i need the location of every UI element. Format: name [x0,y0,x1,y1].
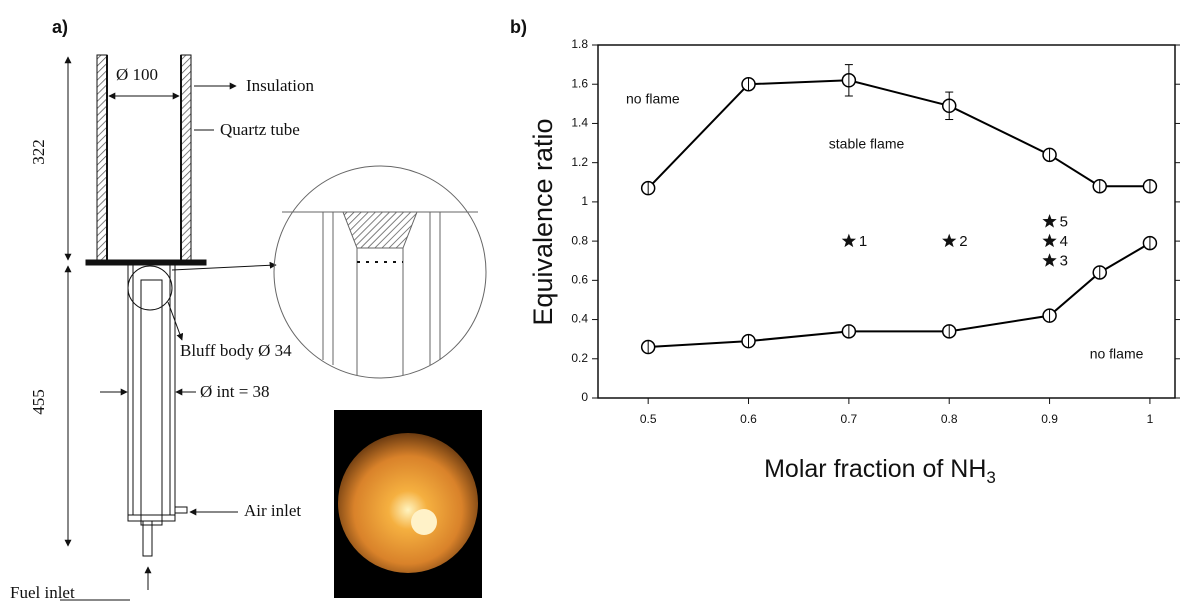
region-label: no flame [626,91,680,107]
x-tick-label: 0.9 [1041,412,1058,426]
operating-point [1042,253,1057,267]
operating-point-label: 5 [1060,213,1068,230]
arrow [171,261,277,271]
x-tick-label: 0.6 [740,412,757,426]
y-tick-label: 1.6 [571,76,588,90]
insulation-wall [180,54,192,263]
operating-point-label: 2 [959,233,967,250]
series-line [648,242,1151,349]
part-label: Fuel inlet [10,583,75,601]
x-tick-label: 0.5 [640,412,657,426]
base-plate [85,259,207,266]
y-tick-label: 1 [581,194,588,208]
arrow [167,301,184,341]
x-axis-label: Molar fraction of NH3 [764,455,996,488]
operating-point [841,233,857,248]
panel-a [60,54,487,601]
y-tick-label: 0.4 [571,312,588,326]
part-label: Insulation [246,76,314,95]
x-tick-label: 1 [1147,412,1154,426]
y-tick-label: 0.6 [571,273,588,287]
photo-center [411,509,437,535]
insulation-wall [96,54,108,263]
dimension-label: Ø 100 [116,65,158,84]
y-tick-label: 0.2 [571,351,588,365]
region-label: no flame [1090,346,1144,362]
panel-label: a) [52,17,68,37]
x-axis-label-main: Molar fraction of NH [764,455,986,483]
part-label: Air inlet [244,501,301,520]
plot-frame [597,44,1176,399]
region-label: stable flame [829,136,905,152]
photo-flame [338,433,478,573]
part-label: Bluff body Ø 34 [180,341,292,360]
operating-point [1042,214,1057,228]
operating-point [942,233,957,248]
panel-a-labels: a) Ø 100 Insulation Quartz tube 322 455 … [10,17,314,601]
operating-point-label: 1 [859,233,867,250]
operating-point [1042,233,1057,248]
outer-tube-inner [132,264,171,516]
x-tick-label: 0.8 [941,412,958,426]
x-axis-label-subscript: 3 [986,468,995,487]
panel-label: b) [510,17,527,37]
detail-circle [127,265,173,311]
dimension-label: 322 [29,139,48,165]
y-tick-label: 1.8 [571,37,588,51]
fuel-tube [140,279,163,526]
part-label: Quartz tube [220,120,300,139]
zoom-circle [273,165,487,379]
dimension-label: 455 [29,389,48,415]
air-port [174,506,188,514]
y-tick-label: 1.2 [571,155,588,169]
fuel-pipe [142,520,153,557]
y-tick-label: 1.4 [571,116,588,130]
dimension-label: Ø int = 38 [200,382,270,401]
chart: b) Equivalence ratio Molar fraction of N… [510,17,1180,488]
operating-point-label: 3 [1060,253,1068,270]
series-line [647,79,1150,189]
zoom-detail [282,211,478,375]
flange [127,514,176,522]
y-axis-label: Equivalence ratio [528,118,558,325]
operating-point-label: 4 [1060,233,1068,250]
x-tick-label: 0.7 [841,412,858,426]
y-tick-label: 0 [581,390,588,404]
y-tick-label: 0.8 [571,233,588,247]
